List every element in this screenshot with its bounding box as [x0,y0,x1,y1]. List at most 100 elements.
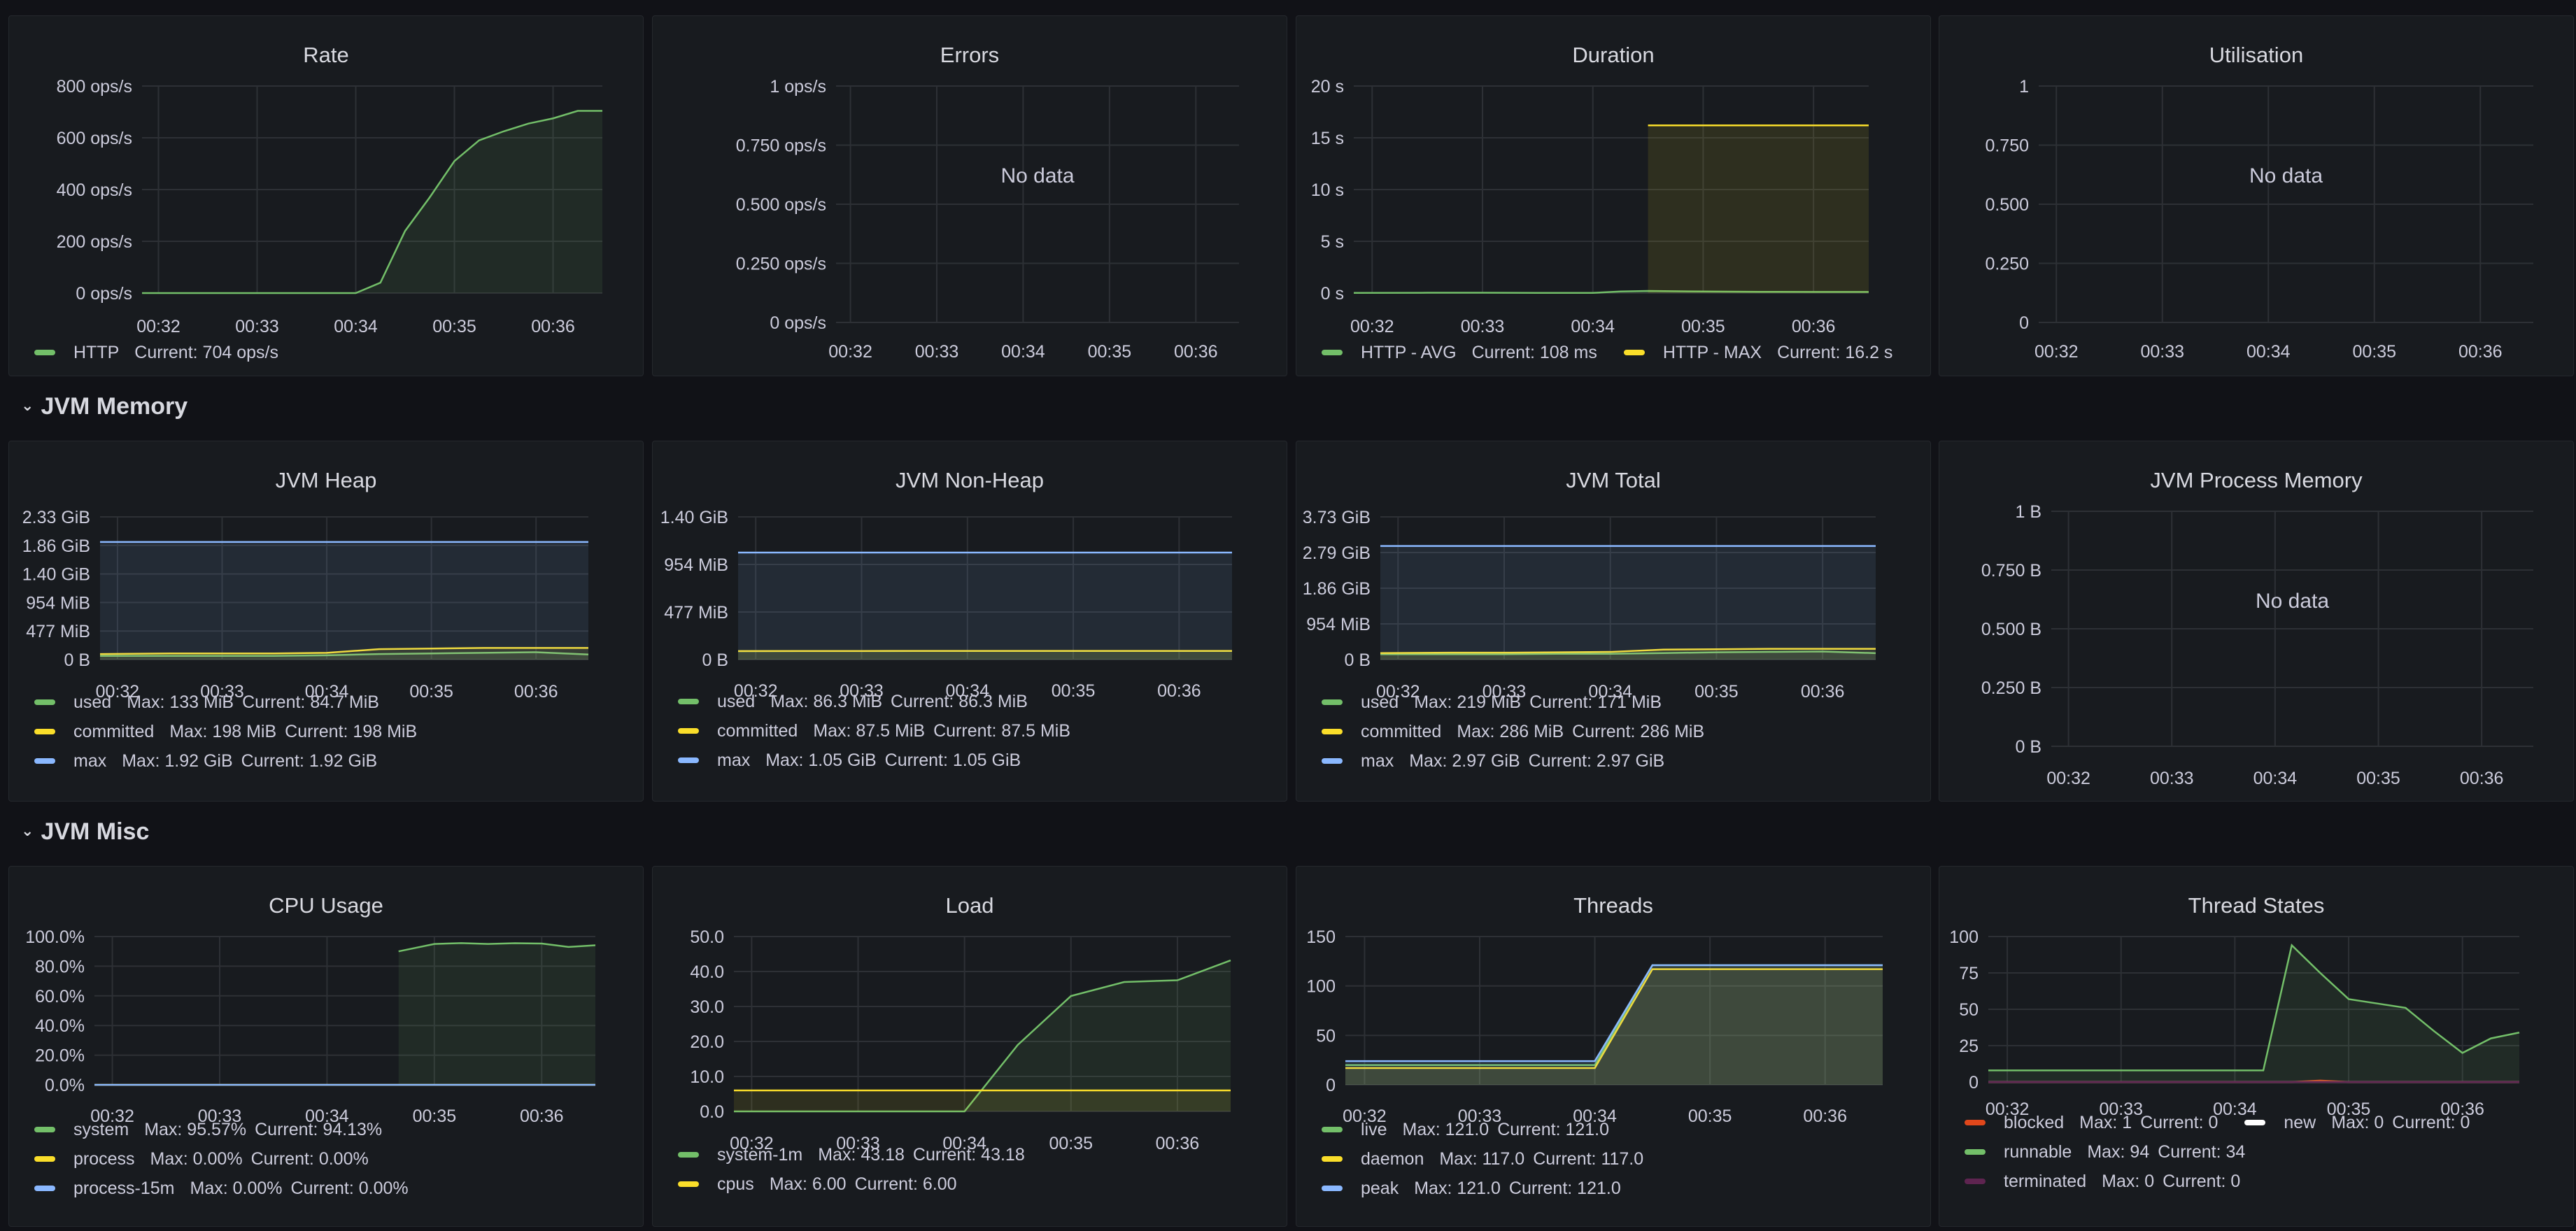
legend-row: live Max: 121.0 Current: 121.0 [1322,1115,1670,1144]
panel-jvm-heap[interactable]: JVM Heap 2.33 GiB 1.86 GiB 1.40 GiB 954 MiB 4… [8,441,644,802]
y-tick-label: 1.40 GiB [22,565,90,585]
legend-item-max[interactable]: max Max: 1.05 GiB Current: 1.05 GiB [678,750,1029,771]
row-header-jvm-memory[interactable]: ⌄ JVM Memory [21,393,187,420]
legend-item-http-avg[interactable]: HTTP - AVG Current: 108 ms [1322,343,1606,363]
legend-series-name: used [73,692,112,712]
panel-title[interactable]: Errors [940,43,1000,67]
panel-title[interactable]: Load [945,893,994,918]
legend-item-process[interactable]: process Max: 0.00% Current: 0.00% [34,1149,377,1169]
legend-item-used[interactable]: used Max: 86.3 MiB Current: 86.3 MiB [678,692,1036,712]
legend-item-terminated[interactable]: terminated Max: 0 Current: 0 [1965,1172,2249,1192]
panel-threads[interactable]: Threads 150 100 50 0 00:32 00:33 00:34 00:35 00:3… [1296,866,1931,1227]
series-line-runnable[interactable] [1988,944,2520,1072]
legend-stat: Max: 117.0 [1439,1148,1525,1169]
panel-title[interactable]: Threads [1573,893,1653,918]
series-line-used[interactable] [100,651,589,657]
panel-jvm-total[interactable]: JVM Total 3.73 GiB 2.79 GiB 1.86 GiB 954 MiB… [1296,441,1931,802]
chart-canvas[interactable]: 1.40 GiB 954 MiB 477 MiB 0 B 00:32 00:33 00:34… [653,441,1288,802]
chart-canvas[interactable]: 100.0% 80.0% 60.0% 40.0% 20.0% 0.0% 00:32 00:33… [9,867,644,1228]
legend: blocked Max: 1 Current: 0 new Max: 0 Current:… [1965,1108,2496,1196]
panel-rate[interactable]: Rate 800 ops/s 600 ops/s 400 ops/s 200 ops/s… [8,15,644,376]
legend-item-daemon[interactable]: daemon Max: 117.0 Current: 117.0 [1322,1149,1652,1169]
y-tick-label: 75 [1959,964,1979,983]
legend-item-http-max[interactable]: HTTP - MAX Current: 16.2 s [1623,343,1902,363]
series-line-used[interactable] [1380,650,1876,655]
legend-item-max[interactable]: max Max: 1.92 GiB Current: 1.92 GiB [34,751,385,771]
row-title: JVM Misc [41,818,150,845]
legend-item-committed[interactable]: committed Max: 198 MiB Current: 198 MiB [34,722,425,742]
panel-title[interactable]: Duration [1572,43,1655,67]
legend-item-system[interactable]: system Max: 95.57% Current: 94.13% [34,1120,390,1140]
panel-duration[interactable]: Duration 20 s 15 s 10 s 5 s 0 s 00:32 00:33 00:3… [1296,15,1931,376]
y-tick-label: 0.250 ops/s [736,255,826,274]
legend-row: committed Max: 286 MiB Current: 286 MiB [1322,717,1731,746]
legend-item-cpus[interactable]: cpus Max: 6.00 Current: 6.00 [678,1174,965,1195]
chart-canvas[interactable]: 2.33 GiB 1.86 GiB 1.40 GiB 954 MiB 477 MiB 0 … [9,441,644,802]
chart-canvas[interactable]: 50.0 40.0 30.0 20.0 10.0 0.0 00:32 00:33 00:34 00… [653,867,1288,1228]
legend-item-system-1m[interactable]: system-1m Max: 43.18 Current: 43.18 [678,1145,1033,1165]
legend-item-used[interactable]: used Max: 219 MiB Current: 171 MiB [1322,692,1670,713]
panel-title[interactable]: JVM Heap [275,468,377,492]
legend-item-used[interactable]: used Max: 133 MiB Current: 84.7 MiB [34,692,388,713]
panel-load[interactable]: Load 50.0 40.0 30.0 20.0 10.0 0.0 00:32 00:33 00:… [652,866,1287,1227]
chart-canvas[interactable]: 150 100 50 0 00:32 00:33 00:34 00:35 00:36 [1296,867,1932,1228]
x-tick-label: 00:36 [1174,342,1218,362]
chart-canvas[interactable]: 1 0.750 0.500 0.250 000:32 00:33 00:34 00:35 00:… [1939,16,2575,377]
legend-series-name: HTTP - AVG [1361,342,1457,362]
row-header-jvm-misc[interactable]: ⌄ JVM Misc [21,818,149,846]
legend-swatch [34,1186,55,1191]
series-line-daemon[interactable] [1345,968,1883,1069]
legend-item-runnable[interactable]: runnable Max: 94 Current: 34 [1965,1142,2253,1162]
x-tick-label: 00:34 [946,681,990,701]
panel-title[interactable]: CPU Usage [269,893,383,918]
x-tick-label: 00:32 [2046,769,2090,788]
y-tick-label: 5 s [1321,232,1344,252]
legend-stat: Current: 286 MiB [1572,721,1705,741]
series-line-http[interactable] [142,110,602,294]
panel-errors[interactable]: Errors 1 ops/s 0.750 ops/s 0.500 ops/s 0.250… [652,15,1287,376]
series-line-system-1m[interactable] [734,959,1231,1113]
y-tick-label: 0.500 ops/s [736,195,826,215]
legend-item-process-15m[interactable]: process-15m Max: 0.00% Current: 0.00% [34,1179,417,1199]
legend-swatch [678,1152,699,1158]
legend-stat: Current: 198 MiB [285,721,418,741]
x-tick-label: 00:36 [531,317,575,336]
series-line-committed[interactable] [1380,648,1876,654]
legend-item-new[interactable]: new Max: 0 Current: 0 [2244,1113,2478,1133]
x-tick-label: 00:33 [2099,1100,2143,1119]
y-tick-label: 0.750 B [1981,561,2041,581]
legend-item-blocked[interactable]: blocked Max: 1 Current: 0 [1965,1113,2226,1133]
panel-title[interactable]: Rate [303,43,349,67]
series-line-peak[interactable] [1345,964,1883,1062]
panel-jvm-nonheap[interactable]: JVM Non-Heap 1.40 GiB 954 MiB 477 MiB 0 B 00:… [652,441,1287,802]
chart-canvas[interactable]: 3.73 GiB 2.79 GiB 1.86 GiB 954 MiB 0 B00:32 0… [1296,441,1932,802]
chart-canvas[interactable]: 800 ops/s 600 ops/s 400 ops/s 200 ops/s 0 op… [9,16,644,377]
x-tick-label: 00:33 [198,1107,242,1126]
legend-item-peak[interactable]: peak Max: 121.0 Current: 121.0 [1322,1179,1629,1199]
chart-canvas[interactable]: 1 ops/s 0.750 ops/s 0.500 ops/s 0.250 ops/s… [653,16,1288,377]
panel-cpu-usage[interactable]: CPU Usage 100.0% 80.0% 60.0% 40.0% 20.0% 0.0% 0… [8,866,644,1227]
panel-title[interactable]: Utilisation [2209,43,2304,67]
legend-item-committed[interactable]: committed Max: 87.5 MiB Current: 87.5 MiB [678,721,1079,741]
panel-title[interactable]: JVM Process Memory [2150,468,2363,492]
series-line-http-avg[interactable] [1353,290,1869,294]
panel-jvm-process-memory[interactable]: JVM Process Memory 1 B 0.750 B 0.500 B 0.250… [1939,441,2574,802]
panel-title[interactable]: JVM Non-Heap [896,468,1044,492]
panel-title[interactable]: Thread States [2188,893,2325,918]
legend-item-max[interactable]: max Max: 2.97 GiB Current: 2.97 GiB [1322,751,1673,771]
y-tick-label: 1.40 GiB [660,508,728,527]
y-tick-label: 200 ops/s [57,232,132,252]
chart-canvas[interactable]: 20 s 15 s 10 s 5 s 0 s 00:32 00:33 00:34 00:35 00… [1296,16,1932,377]
x-tick-label: 00:35 [1088,342,1132,362]
chart-canvas[interactable]: 100 75 50 25 0 00:32 00:33 00:34 00:35 00:36 [1939,867,2575,1228]
series-line-committed[interactable] [99,647,588,655]
legend-item-live[interactable]: live Max: 121.0 Current: 121.0 [1322,1120,1618,1140]
chart-canvas[interactable]: 1 B 0.750 B 0.500 B 0.250 B 0 B 00:32 00:33 00:… [1939,441,2575,802]
panel-utilisation[interactable]: Utilisation 1 0.750 0.500 0.250 0 00:32 00:33 00… [1939,15,2574,376]
legend-item-committed[interactable]: committed Max: 286 MiB Current: 286 MiB [1322,722,1713,742]
series-line-system[interactable] [398,942,596,953]
panel-thread-states[interactable]: Thread States 100 75 50 25 0 00:32 00:33 00:34 00… [1939,866,2574,1227]
panel-title[interactable]: JVM Total [1566,468,1661,492]
legend-item-http[interactable]: HTTP Current: 704 ops/s [34,343,287,363]
y-tick-label: 0.250 B [1981,678,2041,698]
